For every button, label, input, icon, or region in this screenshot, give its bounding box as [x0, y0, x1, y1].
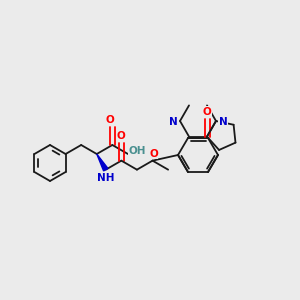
- Text: O: O: [149, 149, 158, 159]
- Text: NH: NH: [97, 173, 115, 183]
- Text: OH: OH: [128, 146, 146, 156]
- Text: O: O: [202, 106, 211, 117]
- Text: O: O: [106, 115, 115, 125]
- Polygon shape: [97, 154, 108, 171]
- Text: N: N: [219, 117, 227, 127]
- Text: N: N: [169, 117, 177, 127]
- Text: O: O: [117, 131, 126, 141]
